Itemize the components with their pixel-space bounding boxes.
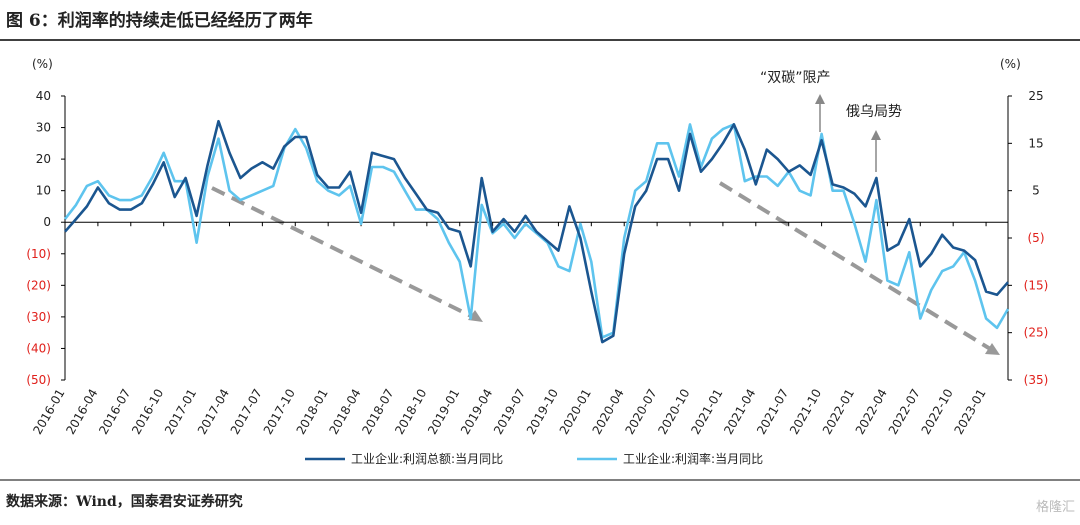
- x-tick-label: 2016-04: [63, 387, 100, 437]
- y-tick-label: (50): [26, 373, 51, 387]
- x-tick-label: 2017-04: [195, 387, 232, 437]
- watermark: 格隆汇: [1036, 499, 1075, 515]
- x-tick-label: 2023-01: [951, 387, 988, 437]
- y-tick-label: (10): [26, 247, 51, 261]
- x-tick-label: 2020-04: [590, 387, 627, 437]
- arrow-head: [985, 343, 1000, 355]
- x-tick-label: 2022-01: [820, 387, 857, 437]
- x-tick-label: 2020-07: [623, 387, 660, 437]
- y2-tick-label: (25): [1024, 326, 1049, 340]
- y2-tick-label: (5): [1028, 231, 1045, 245]
- chart-title: 图 6：利润率的持续走低已经经历了两年: [6, 10, 313, 31]
- x-tick-label: 2022-10: [919, 387, 956, 437]
- y2-tick-label: (15): [1024, 278, 1049, 292]
- legend-label: 工业企业:利润率:当月同比: [623, 451, 763, 466]
- x-tick-label: 2021-04: [721, 387, 758, 437]
- source: 数据来源：Wind，国泰君安证券研究: [6, 493, 243, 510]
- x-tick-label: 2016-07: [96, 387, 133, 437]
- y-tick-label: (30): [26, 310, 51, 324]
- x-tick-label: 2021-07: [754, 387, 791, 437]
- y-tick-label: 30: [36, 121, 51, 135]
- x-tick-label: 2020-01: [557, 387, 594, 437]
- y-unit: (%): [32, 57, 53, 71]
- y2-tick-label: 15: [1028, 136, 1043, 150]
- x-tick-label: 2019-10: [524, 387, 561, 437]
- y2-tick-label: (35): [1024, 373, 1049, 387]
- arrow-head: [871, 130, 881, 140]
- x-tick-label: 2017-10: [261, 387, 298, 437]
- x-tick-label: 2020-10: [655, 387, 692, 437]
- x-tick-label: 2017-07: [228, 387, 265, 437]
- y2-unit: (%): [1000, 57, 1021, 71]
- y2-tick-label: 25: [1028, 89, 1043, 103]
- x-tick-label: 2021-01: [688, 387, 725, 437]
- annotation: “双碳”限产: [760, 70, 831, 86]
- y-tick-label: 10: [36, 184, 51, 198]
- x-tick-label: 2016-10: [129, 387, 166, 437]
- y-tick-label: 40: [36, 89, 51, 103]
- trend-arrow: [211, 186, 476, 320]
- y-tick-label: (40): [26, 341, 51, 355]
- x-tick-label: 2018-10: [392, 387, 429, 437]
- x-tick-label: 2022-07: [886, 387, 923, 437]
- y2-tick-label: 5: [1032, 184, 1040, 198]
- trend-arrow: [718, 181, 994, 352]
- x-tick-label: 2022-04: [853, 387, 890, 437]
- y-tick-label: (20): [26, 278, 51, 292]
- y-tick-label: 0: [43, 215, 51, 229]
- arrow-head: [815, 94, 825, 104]
- x-tick-label: 2016-01: [30, 387, 67, 437]
- x-tick-label: 2019-04: [458, 387, 495, 437]
- legend-label: 工业企业:利润总额:当月同比: [351, 451, 503, 466]
- y-tick-label: 20: [36, 152, 51, 166]
- x-tick-label: 2019-01: [425, 387, 462, 437]
- x-tick-label: 2018-01: [294, 387, 331, 437]
- series-line: [64, 119, 1009, 344]
- x-tick-label: 2018-07: [359, 387, 396, 437]
- x-tick-label: 2017-01: [162, 387, 199, 437]
- trend-arrows: [211, 181, 994, 352]
- x-tick-label: 2019-07: [491, 387, 528, 437]
- x-tick-label: 2021-10: [787, 387, 824, 437]
- annotation: 俄乌局势: [846, 104, 902, 120]
- x-tick-label: 2018-04: [326, 387, 363, 437]
